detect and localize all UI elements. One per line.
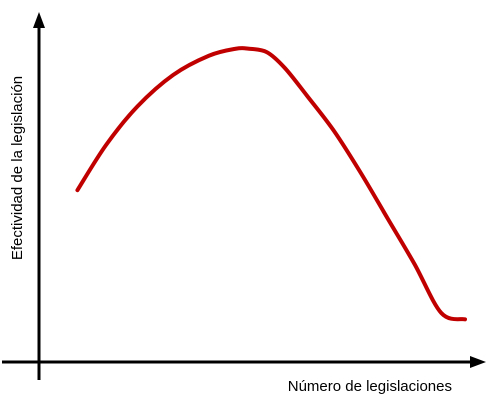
y-axis-arrowhead: [33, 12, 45, 28]
y-axis-label: Efectividad de la legislación: [9, 76, 26, 260]
x-axis-arrowhead: [470, 356, 486, 368]
series-layer: [75, 46, 467, 322]
x-axis-label: Número de legislaciones: [288, 378, 452, 395]
series-line-0: [75, 46, 467, 322]
